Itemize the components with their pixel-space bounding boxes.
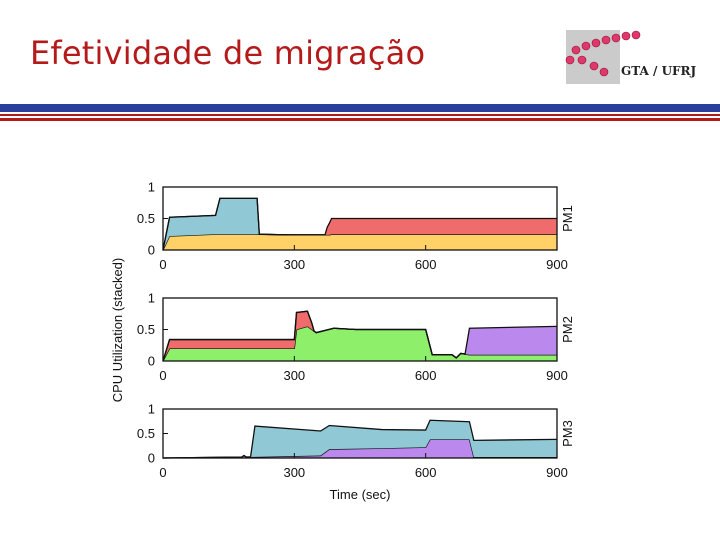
x-tick-label: 600 — [415, 465, 437, 480]
gta-dots-logo-icon — [565, 30, 641, 84]
y-tick-label: 0 — [148, 451, 155, 466]
x-tick-label: 300 — [283, 368, 305, 383]
area-pm1-3 — [163, 198, 557, 250]
panel-pm2: 0 0.5 1 0 300 600 900 PM2 — [137, 291, 575, 384]
x-tick-label: 900 — [546, 465, 568, 480]
x-tick-label: 0 — [159, 465, 166, 480]
logo-text: GTA / UFRJ — [621, 64, 697, 78]
panel-label: PM1 — [560, 205, 575, 232]
y-tick-label: 0.5 — [137, 426, 155, 441]
area-pm2-3 — [163, 311, 557, 361]
area-outline-pm3-2 — [162, 419, 558, 459]
x-axis-label: Time (sec) — [330, 487, 391, 502]
y-tick-label: 1 — [148, 291, 155, 306]
area-outline-pm2-3 — [162, 310, 558, 362]
slide-title: Efetividade de migração — [30, 34, 426, 72]
x-tick-label: 0 — [159, 368, 166, 383]
x-tick-label: 600 — [415, 368, 437, 383]
y-tick-label: 0 — [148, 243, 155, 258]
y-tick-label: 1 — [148, 180, 155, 195]
y-tick-label: 0 — [148, 354, 155, 369]
area-pm3-2 — [163, 420, 557, 458]
y-axis-label: CPU Utilization (stacked) — [110, 258, 125, 403]
header-rule-blue — [0, 104, 720, 112]
area-pm1-1 — [163, 234, 557, 250]
area-pm2-1 — [163, 326, 557, 361]
y-tick-label: 1 — [148, 402, 155, 417]
x-tick-label: 300 — [283, 257, 305, 272]
panel-pm1: 0 0.5 1 0 300 600 900 PM1 — [137, 180, 575, 273]
x-tick-label: 600 — [415, 257, 437, 272]
x-tick-label: 300 — [283, 465, 305, 480]
x-tick-label: 0 — [159, 257, 166, 272]
header-rule-red-thin — [0, 114, 720, 116]
panel-label: PM3 — [560, 420, 575, 447]
area-outline-pm1-3 — [162, 197, 557, 251]
x-tick-label: 900 — [546, 368, 568, 383]
header-rule-red — [0, 118, 720, 121]
panel-pm3: 0 0.5 1 0 300 600 900 PM3 — [137, 402, 575, 481]
panel-label: PM2 — [560, 316, 575, 343]
x-tick-label: 900 — [546, 257, 568, 272]
y-tick-label: 0.5 — [137, 322, 155, 337]
y-tick-label: 0.5 — [137, 211, 155, 226]
area-pm1-2 — [163, 198, 557, 250]
